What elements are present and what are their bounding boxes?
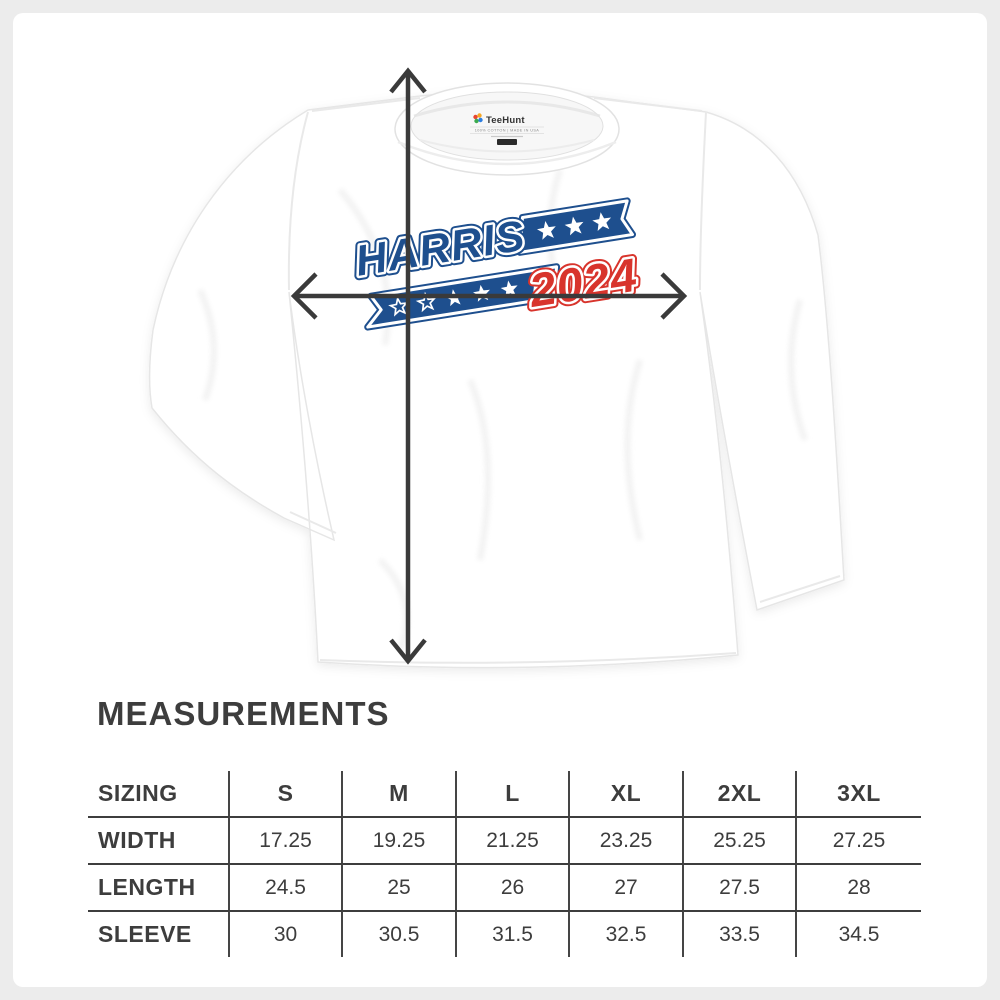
cell-length-2xl: 27.5 [684, 863, 797, 910]
cell-length-l: 26 [457, 863, 570, 910]
cell-width-s: 17.25 [230, 816, 343, 863]
cell-sleeve-3xl: 34.5 [797, 910, 921, 957]
col-header-s: S [230, 771, 343, 816]
cell-width-m: 19.25 [343, 816, 457, 863]
neck-tag: TeeHunt 100% COTTON | MADE IN USA [470, 113, 544, 145]
brand-logo-icon [473, 113, 483, 124]
row-label-width: WIDTH [88, 816, 230, 863]
width-arrow-horizontal [290, 272, 688, 320]
cell-length-m: 25 [343, 863, 457, 910]
seams [287, 97, 841, 664]
care-line: 100% COTTON | MADE IN USA [475, 129, 540, 133]
cell-length-3xl: 28 [797, 863, 921, 910]
measurement-arrows [290, 67, 688, 665]
cell-sleeve-xl: 32.5 [570, 910, 684, 957]
cell-width-xl: 23.25 [570, 816, 684, 863]
measurements-table: SIZING S M L XL 2XL 3XL WIDTH 17.25 19.2… [88, 771, 921, 957]
cell-width-2xl: 25.25 [684, 816, 797, 863]
cell-sleeve-s: 30 [230, 910, 343, 957]
row-label-length: LENGTH [88, 863, 230, 910]
row-label-sleeve: SLEEVE [88, 910, 230, 957]
cell-sleeve-m: 30.5 [343, 910, 457, 957]
cell-sleeve-l: 31.5 [457, 910, 570, 957]
cell-width-l: 21.25 [457, 816, 570, 863]
size-box [497, 139, 517, 145]
col-header-m: M [343, 771, 457, 816]
col-header-2xl: 2XL [684, 771, 797, 816]
shirt-silhouette: TeeHunt 100% COTTON | MADE IN USA [148, 82, 845, 669]
col-header-sizing: SIZING [88, 771, 230, 816]
cell-width-3xl: 27.25 [797, 816, 921, 863]
star-flag-upper [516, 197, 636, 256]
cell-length-s: 24.5 [230, 863, 343, 910]
cell-sleeve-2xl: 33.5 [684, 910, 797, 957]
collar [394, 82, 620, 176]
col-header-l: L [457, 771, 570, 816]
brand-name: TeeHunt [486, 115, 525, 126]
cell-length-xl: 27 [570, 863, 684, 910]
length-arrow-vertical [389, 67, 427, 665]
col-header-xl: XL [570, 771, 684, 816]
page-title: MEASUREMENTS [97, 695, 390, 732]
col-header-3xl: 3XL [837, 780, 881, 806]
